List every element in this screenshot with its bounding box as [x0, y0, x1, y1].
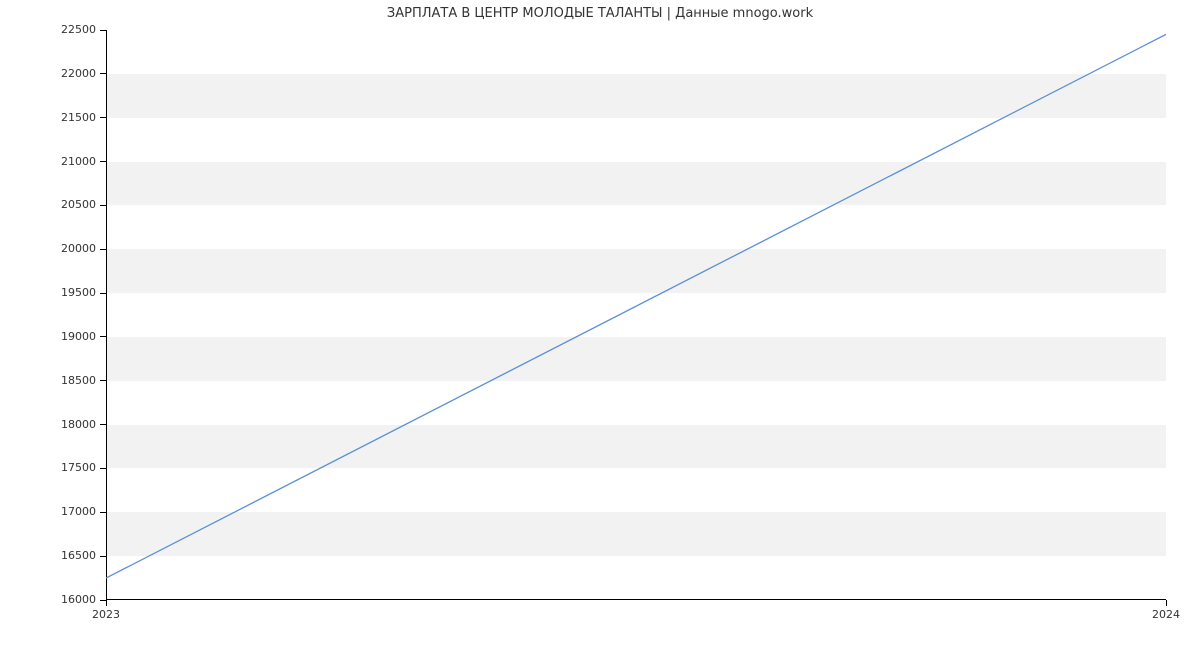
y-tick-label: 22000	[50, 67, 96, 80]
y-tick-label: 19500	[50, 286, 96, 299]
chart-title: ЗАРПЛАТА В ЦЕНТР МОЛОДЫЕ ТАЛАНТЫ | Данны…	[0, 6, 1200, 21]
y-tick-label: 17000	[50, 505, 96, 518]
salary-line-chart: ЗАРПЛАТА В ЦЕНТР МОЛОДЫЕ ТАЛАНТЫ | Данны…	[0, 0, 1200, 650]
y-tick-label: 18000	[50, 418, 96, 431]
x-tick-label: 2024	[1136, 608, 1196, 621]
y-tick-label: 18500	[50, 374, 96, 387]
plot-area: 1600016500170001750018000185001900019500…	[106, 30, 1166, 600]
x-tick	[1166, 600, 1167, 606]
y-tick-label: 16500	[50, 549, 96, 562]
y-tick-label: 20000	[50, 242, 96, 255]
y-tick-label: 21000	[50, 155, 96, 168]
y-tick-label: 17500	[50, 461, 96, 474]
y-tick-label: 19000	[50, 330, 96, 343]
y-tick-label: 20500	[50, 198, 96, 211]
y-tick-label: 16000	[50, 593, 96, 606]
y-tick-label: 22500	[50, 23, 96, 36]
line-series	[106, 30, 1166, 600]
x-tick-label: 2023	[76, 608, 136, 621]
x-tick	[106, 600, 107, 606]
y-tick-label: 21500	[50, 111, 96, 124]
